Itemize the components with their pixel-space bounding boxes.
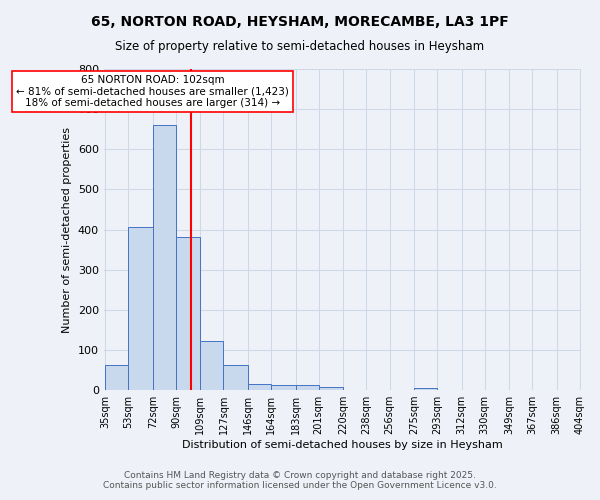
- Bar: [319, 387, 343, 390]
- Bar: [200, 340, 223, 390]
- Bar: [153, 125, 176, 390]
- Text: Contains HM Land Registry data © Crown copyright and database right 2025.
Contai: Contains HM Land Registry data © Crown c…: [103, 470, 497, 490]
- Bar: [176, 237, 200, 390]
- Bar: [248, 384, 271, 390]
- Y-axis label: Number of semi-detached properties: Number of semi-detached properties: [62, 126, 72, 332]
- Bar: [414, 388, 437, 390]
- Bar: [296, 386, 319, 390]
- Text: Size of property relative to semi-detached houses in Heysham: Size of property relative to semi-detach…: [115, 40, 485, 53]
- Bar: [223, 365, 248, 390]
- Text: 65 NORTON ROAD: 102sqm
← 81% of semi-detached houses are smaller (1,423)
18% of : 65 NORTON ROAD: 102sqm ← 81% of semi-det…: [16, 75, 289, 108]
- Bar: [105, 365, 128, 390]
- X-axis label: Distribution of semi-detached houses by size in Heysham: Distribution of semi-detached houses by …: [182, 440, 503, 450]
- Bar: [128, 226, 153, 390]
- Bar: [271, 386, 296, 390]
- Text: 65, NORTON ROAD, HEYSHAM, MORECAMBE, LA3 1PF: 65, NORTON ROAD, HEYSHAM, MORECAMBE, LA3…: [91, 15, 509, 29]
